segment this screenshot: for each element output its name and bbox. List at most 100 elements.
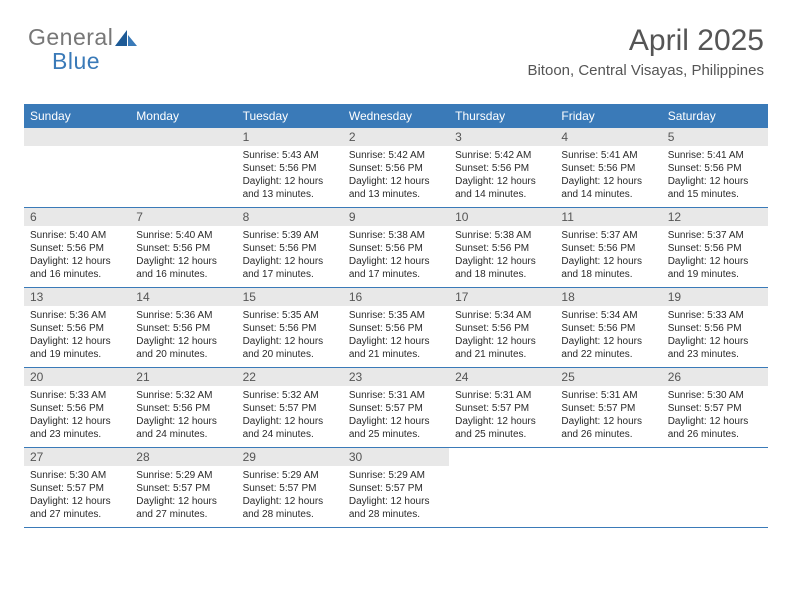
daylight-label: Daylight: [561,336,600,347]
daylight-label: Daylight: [349,256,388,267]
sunset-value: 5:56 PM [279,243,316,254]
daylight-line: Daylight: 12 hours and 14 minutes. [561,175,655,201]
daylight-line: Daylight: 12 hours and 15 minutes. [668,175,762,201]
day-cell: 1Sunrise: 5:43 AMSunset: 5:56 PMDaylight… [237,128,343,207]
day-cell: 3Sunrise: 5:42 AMSunset: 5:56 PMDaylight… [449,128,555,207]
sunset-line: Sunset: 5:56 PM [561,322,655,335]
daylight-label: Daylight: [668,336,707,347]
daylight-line: Daylight: 12 hours and 18 minutes. [455,255,549,281]
day-number: 6 [24,208,130,226]
day-body: Sunrise: 5:29 AMSunset: 5:57 PMDaylight:… [130,466,236,527]
day-cell: 13Sunrise: 5:36 AMSunset: 5:56 PMDayligh… [24,288,130,367]
sunset-line: Sunset: 5:56 PM [668,242,762,255]
sunrise-line: Sunrise: 5:38 AM [349,229,443,242]
sunset-value: 5:57 PM [67,483,104,494]
sunset-label: Sunset: [30,323,64,334]
sunset-label: Sunset: [668,323,702,334]
daylight-label: Daylight: [30,416,69,427]
week-row: 6Sunrise: 5:40 AMSunset: 5:56 PMDaylight… [24,208,768,288]
sunset-value: 5:56 PM [173,243,210,254]
daylight-line: Daylight: 12 hours and 19 minutes. [30,335,124,361]
sunrise-line: Sunrise: 5:36 AM [136,309,230,322]
daylight-label: Daylight: [349,496,388,507]
daylight-line: Daylight: 12 hours and 13 minutes. [349,175,443,201]
day-cell: 25Sunrise: 5:31 AMSunset: 5:57 PMDayligh… [555,368,661,447]
sunset-value: 5:56 PM [598,163,635,174]
daylight-label: Daylight: [561,416,600,427]
weekday-header: Wednesday [343,104,449,128]
sunrise-value: 5:36 AM [176,310,213,321]
daylight-line: Daylight: 12 hours and 17 minutes. [243,255,337,281]
sunset-value: 5:56 PM [173,323,210,334]
sunset-value: 5:56 PM [492,163,529,174]
sunset-value: 5:57 PM [279,403,316,414]
sunrise-label: Sunrise: [349,150,386,161]
daylight-label: Daylight: [668,256,707,267]
daylight-label: Daylight: [243,496,282,507]
sunrise-label: Sunrise: [243,230,280,241]
day-number: 20 [24,368,130,386]
day-cell: 26Sunrise: 5:30 AMSunset: 5:57 PMDayligh… [662,368,768,447]
sunrise-label: Sunrise: [561,150,598,161]
sunset-value: 5:56 PM [67,243,104,254]
sunset-value: 5:57 PM [173,483,210,494]
day-cell: 20Sunrise: 5:33 AMSunset: 5:56 PMDayligh… [24,368,130,447]
day-cell: 16Sunrise: 5:35 AMSunset: 5:56 PMDayligh… [343,288,449,367]
sunset-label: Sunset: [455,163,489,174]
sunrise-label: Sunrise: [243,150,280,161]
day-body: Sunrise: 5:34 AMSunset: 5:56 PMDaylight:… [555,306,661,367]
sunset-line: Sunset: 5:56 PM [455,322,549,335]
sunrise-line: Sunrise: 5:31 AM [561,389,655,402]
weekday-header: Saturday [662,104,768,128]
sunrise-value: 5:32 AM [176,390,213,401]
sunrise-line: Sunrise: 5:40 AM [30,229,124,242]
day-cell: 6Sunrise: 5:40 AMSunset: 5:56 PMDaylight… [24,208,130,287]
empty-day-cell [449,448,555,527]
sunset-value: 5:56 PM [279,163,316,174]
sunset-label: Sunset: [136,403,170,414]
sunset-value: 5:56 PM [67,323,104,334]
daylight-label: Daylight: [243,176,282,187]
day-number: 5 [662,128,768,146]
sunset-label: Sunset: [243,483,277,494]
day-body: Sunrise: 5:43 AMSunset: 5:56 PMDaylight:… [237,146,343,207]
location-subtitle: Bitoon, Central Visayas, Philippines [527,62,764,79]
sunset-label: Sunset: [136,483,170,494]
empty-day-cell [24,128,130,207]
day-body: Sunrise: 5:31 AMSunset: 5:57 PMDaylight:… [343,386,449,447]
daylight-label: Daylight: [136,496,175,507]
day-number: 29 [237,448,343,466]
sunset-line: Sunset: 5:56 PM [136,322,230,335]
logo-text-general: General [28,24,113,50]
logo: General Blue [28,24,137,75]
daylight-label: Daylight: [455,416,494,427]
day-number: 15 [237,288,343,306]
daylight-label: Daylight: [136,256,175,267]
sunset-value: 5:56 PM [704,323,741,334]
day-cell: 12Sunrise: 5:37 AMSunset: 5:56 PMDayligh… [662,208,768,287]
sunset-value: 5:56 PM [492,243,529,254]
sunset-label: Sunset: [349,403,383,414]
sunrise-label: Sunrise: [561,310,598,321]
sunrise-line: Sunrise: 5:38 AM [455,229,549,242]
sunrise-value: 5:29 AM [282,470,319,481]
sunset-label: Sunset: [668,163,702,174]
daylight-line: Daylight: 12 hours and 23 minutes. [30,415,124,441]
day-body: Sunrise: 5:41 AMSunset: 5:56 PMDaylight:… [555,146,661,207]
daylight-label: Daylight: [455,176,494,187]
week-row: 27Sunrise: 5:30 AMSunset: 5:57 PMDayligh… [24,448,768,528]
sunrise-line: Sunrise: 5:30 AM [30,469,124,482]
sunrise-line: Sunrise: 5:35 AM [243,309,337,322]
sunrise-value: 5:38 AM [495,230,532,241]
day-number: 25 [555,368,661,386]
sunrise-label: Sunrise: [30,470,67,481]
sunset-line: Sunset: 5:56 PM [561,242,655,255]
day-cell: 24Sunrise: 5:31 AMSunset: 5:57 PMDayligh… [449,368,555,447]
sunrise-value: 5:40 AM [176,230,213,241]
daylight-label: Daylight: [136,416,175,427]
day-cell: 21Sunrise: 5:32 AMSunset: 5:56 PMDayligh… [130,368,236,447]
daylight-label: Daylight: [668,416,707,427]
weekday-header: Thursday [449,104,555,128]
day-cell: 18Sunrise: 5:34 AMSunset: 5:56 PMDayligh… [555,288,661,367]
sunset-value: 5:56 PM [492,323,529,334]
